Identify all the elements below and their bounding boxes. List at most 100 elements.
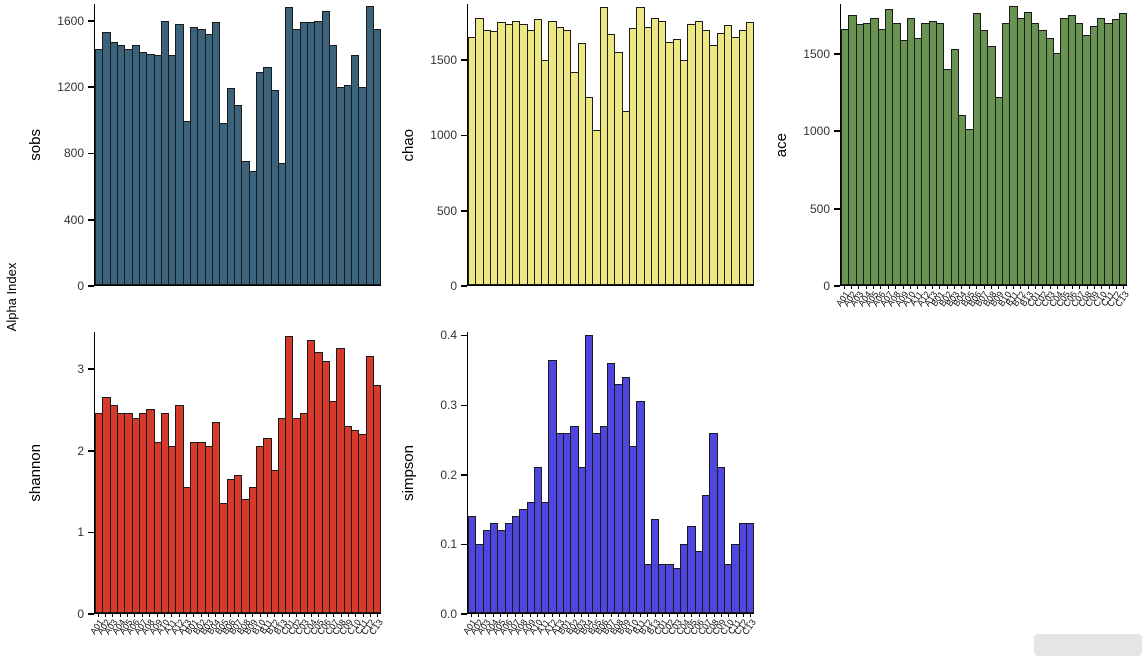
x-tick-mark — [742, 614, 744, 617]
x-tick-mark — [193, 614, 195, 617]
y-tick-mark — [88, 219, 94, 221]
x-tick-mark — [1020, 286, 1022, 289]
x-tick-mark — [909, 286, 911, 289]
x-tick-mark — [1086, 286, 1088, 289]
y-tick-mark — [461, 334, 467, 337]
y-tick-mark — [834, 53, 840, 55]
x-tick-mark — [851, 286, 853, 289]
x-tick-mark — [156, 614, 158, 617]
x-tick-mark — [603, 614, 605, 617]
x-tick-mark — [281, 614, 283, 617]
x-tick-mark — [105, 614, 107, 617]
x-tick-mark — [178, 614, 180, 617]
y-tick-label: 1500 — [803, 46, 830, 61]
x-tick-mark — [507, 614, 509, 617]
bar-C13 — [372, 28, 382, 285]
y-tick-mark — [88, 285, 94, 287]
x-tick-mark — [200, 614, 202, 617]
y-tick-label: 1500 — [430, 52, 457, 67]
x-tick-mark — [149, 614, 151, 617]
facet-label-text: sobs — [26, 129, 44, 161]
y-axis-shannon: 0 1 2 3 — [46, 332, 94, 620]
x-tick-mark — [1049, 286, 1051, 289]
x-tick-mark — [676, 614, 678, 617]
y-axis-simpson: 0.0 0.1 0.2 0.3 0.4 — [419, 328, 467, 620]
x-tick-mark — [887, 286, 889, 289]
figure-y-axis-title: Alpha Index — [4, 262, 19, 331]
plot-area-chao — [467, 4, 755, 286]
x-tick-mark — [581, 614, 583, 617]
x-tick-mark — [208, 614, 210, 617]
facet-label-text: shannon — [26, 444, 44, 502]
y-tick-mark — [88, 613, 94, 615]
y-tick-mark — [461, 134, 467, 137]
x-tick-mark — [311, 614, 313, 617]
x-tick-mark — [639, 614, 641, 617]
x-tick-mark — [654, 614, 656, 617]
y-tick-mark — [88, 152, 94, 155]
x-tick-mark — [1064, 286, 1066, 289]
x-tick-mark — [500, 614, 502, 617]
y-tick-label: 800 — [63, 146, 84, 161]
x-tick-mark — [1093, 286, 1095, 289]
x-tick-mark — [522, 614, 524, 617]
x-tick-mark — [961, 286, 963, 289]
y-tick-mark — [834, 207, 840, 210]
panel-empty — [770, 332, 1143, 659]
y-tick-label: 0.0 — [440, 607, 457, 621]
x-tick-mark — [141, 614, 143, 617]
x-tick-mark — [858, 286, 860, 289]
x-tick-mark — [990, 286, 992, 289]
y-axis-sobs: 0 400 800 1200 1600 — [46, 4, 94, 292]
bar-C13 — [745, 22, 755, 285]
x-tick-mark — [529, 614, 531, 617]
x-tick-mark — [1123, 286, 1125, 289]
x-tick-mark — [347, 614, 349, 617]
x-tick-mark — [691, 614, 693, 617]
y-tick-label: 0.4 — [440, 328, 457, 343]
x-tick-mark — [340, 614, 342, 617]
x-axis-simpson: A01 A02 A03 A04 A05 A06 A07 A08 A09 A10 A11 A12 A13 B… — [461, 614, 758, 659]
x-tick-mark — [1079, 286, 1081, 289]
x-tick-mark — [325, 614, 327, 617]
x-tick-mark — [551, 614, 553, 617]
x-tick-mark — [843, 286, 845, 289]
x-tick-mark — [976, 286, 978, 289]
plot-area-ace — [840, 4, 1128, 286]
x-tick-mark — [274, 614, 276, 617]
y-tick-label: 0.1 — [440, 537, 457, 552]
x-tick-mark — [1035, 286, 1036, 289]
y-tick-label: 1000 — [803, 124, 830, 139]
x-tick-mark — [865, 286, 867, 289]
y-tick-mark — [88, 20, 94, 22]
y-tick-label: 0 — [823, 279, 830, 293]
watermark — [1034, 634, 1142, 656]
x-tick-mark — [369, 614, 371, 617]
x-tick-mark — [492, 614, 494, 617]
x-tick-mark — [566, 614, 568, 617]
x-tick-mark — [252, 614, 254, 617]
y-tick-mark — [461, 59, 467, 61]
plot-area-sobs — [94, 4, 382, 286]
x-tick-mark — [698, 614, 700, 617]
x-tick-mark — [873, 286, 875, 289]
x-tick-mark — [289, 614, 290, 617]
y-tick-label: 3 — [77, 361, 84, 376]
x-tick-mark — [558, 614, 560, 617]
x-tick-mark — [222, 614, 224, 617]
x-tick-mark — [931, 286, 933, 289]
x-tick-mark — [544, 614, 546, 617]
x-tick-mark — [318, 614, 320, 617]
x-tick-mark — [244, 614, 246, 617]
x-tick-mark — [625, 614, 627, 617]
x-tick-mark — [939, 286, 941, 289]
x-tick-mark — [485, 614, 487, 617]
facet-label-sobs: sobs — [24, 4, 46, 286]
x-tick-mark — [983, 286, 985, 289]
x-tick-mark — [954, 286, 956, 289]
x-tick-mark — [514, 614, 516, 617]
x-tick-mark — [237, 614, 239, 617]
x-tick-mark — [259, 614, 261, 617]
y-axis-ace: 0 500 1000 1500 — [792, 4, 840, 292]
y-tick-mark — [461, 210, 467, 212]
